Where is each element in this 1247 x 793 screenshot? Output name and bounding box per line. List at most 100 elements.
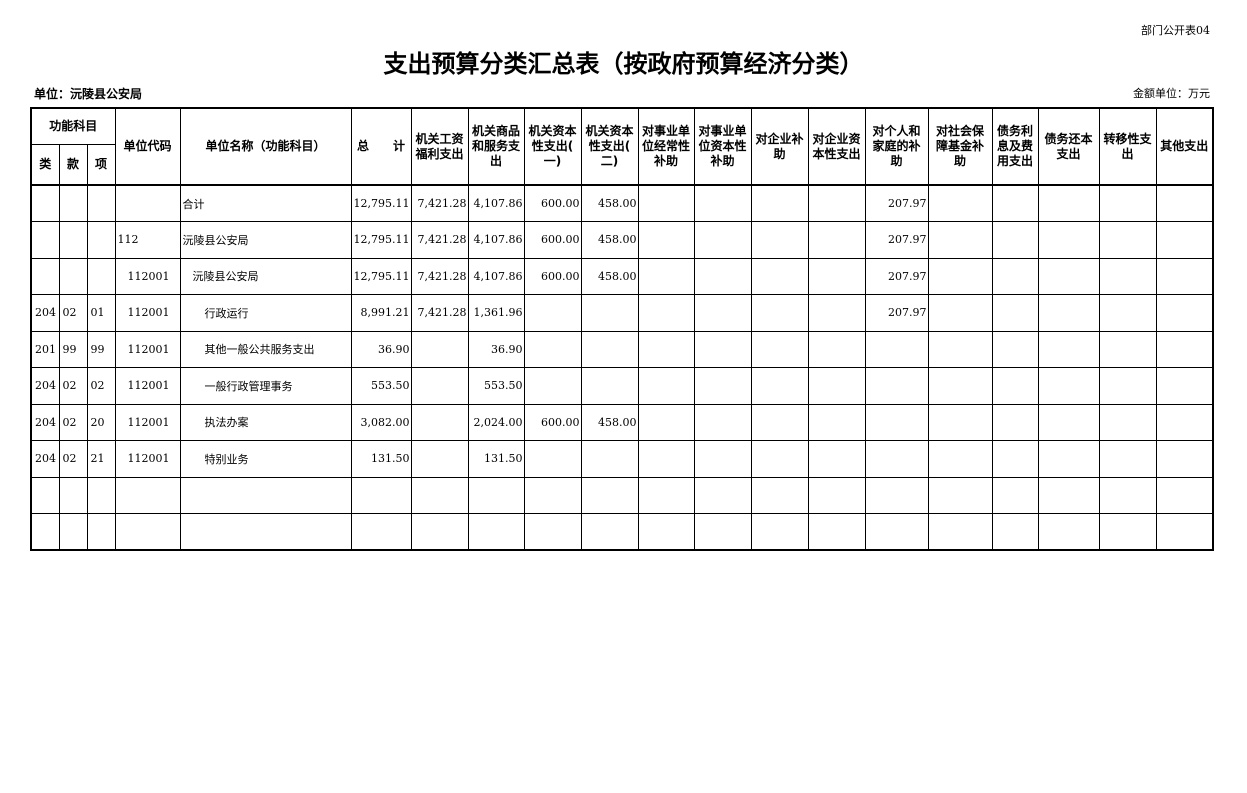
table-cell: 112001 — [114, 330, 181, 368]
table-cell — [86, 184, 116, 222]
table-cell — [1098, 221, 1157, 259]
table-row: 204 02 02 112001 一般行政管理事务 553.50 553.50 — [30, 367, 1214, 405]
table-cell — [114, 476, 181, 514]
table-cell: 20 — [86, 403, 116, 441]
table-cell — [1037, 294, 1100, 332]
page-title: 支出预算分类汇总表（按政府预算经济分类） — [383, 50, 864, 78]
table-cell: 02 — [58, 440, 88, 478]
table-cell — [1037, 257, 1100, 295]
money-unit-label: 金额单位：万元 — [1133, 87, 1210, 100]
table-cell: 458.00 — [580, 257, 639, 295]
table-cell — [179, 476, 352, 514]
column-header: 单位代码 — [114, 107, 181, 186]
table-cell — [991, 257, 1039, 295]
table-cell: 112 — [114, 221, 181, 259]
table-row: 204 02 21 112001 特别业务 131.50 131.50 — [30, 440, 1214, 478]
table-row: 204 02 01 112001 行政运行 8,991.21 7,421.28 1,361.9… — [30, 294, 1214, 332]
table-cell — [991, 476, 1039, 514]
table-cell — [864, 476, 929, 514]
table-row: 合计 12,795.11 7,421.28 4,107.86 600.00 458.00 2… — [30, 184, 1214, 222]
table-cell: 执法办案 — [179, 403, 352, 441]
table-row — [30, 476, 1214, 514]
table-cell: 2,024.00 — [467, 403, 525, 441]
table-cell: 特别业务 — [179, 440, 352, 478]
table-cell — [864, 367, 929, 405]
table-cell — [750, 257, 809, 295]
column-header: 机关资本 性支出( 二) — [580, 107, 639, 186]
table-cell — [991, 294, 1039, 332]
table-cell — [750, 403, 809, 441]
column-header: 对社会保 障基金补 助 — [927, 107, 993, 186]
table-cell — [693, 440, 752, 478]
table-cell — [1037, 403, 1100, 441]
table-cell — [693, 330, 752, 368]
table-cell: 01 — [86, 294, 116, 332]
column-header: 对个人和 家庭的补 助 — [864, 107, 929, 186]
header-function-subject: 功能科目 — [30, 107, 116, 145]
table-cell: 112001 — [114, 257, 181, 295]
table-cell — [927, 440, 993, 478]
table-cell: 02 — [58, 403, 88, 441]
table-cell — [637, 403, 695, 441]
table-cell — [807, 257, 866, 295]
table-cell — [58, 257, 88, 295]
table-cell — [410, 367, 469, 405]
budget-table: 功能科目 单位代码 单位名称（功能科目）总 计机关工资 福利支出 机关商品 和服务支… — [30, 107, 1214, 551]
table-cell — [750, 476, 809, 514]
table-cell — [1037, 367, 1100, 405]
table-cell: 112001 — [114, 294, 181, 332]
table-cell — [637, 440, 695, 478]
table-cell — [807, 440, 866, 478]
table-cell — [991, 403, 1039, 441]
table-cell — [86, 221, 116, 259]
table-cell: 131.50 — [467, 440, 525, 478]
table-cell — [1098, 476, 1157, 514]
table-cell — [927, 330, 993, 368]
unit-label: 单位：沅陵县公安局 — [34, 87, 143, 101]
table-cell — [1155, 294, 1214, 332]
table-cell — [637, 294, 695, 332]
table-cell — [927, 221, 993, 259]
table-cell: 36.90 — [350, 330, 412, 368]
table-cell: 458.00 — [580, 403, 639, 441]
table-cell — [114, 184, 181, 222]
table-cell: 112001 — [114, 367, 181, 405]
table-cell — [1155, 440, 1214, 478]
table-cell — [580, 440, 639, 478]
table-cell — [927, 184, 993, 222]
table-cell — [991, 367, 1039, 405]
table-cell — [864, 403, 929, 441]
table-cell: 4,107.86 — [467, 184, 525, 222]
table-cell — [750, 294, 809, 332]
table-cell — [1037, 440, 1100, 478]
table-cell — [1155, 257, 1214, 295]
table-cell: 458.00 — [580, 221, 639, 259]
table-cell — [86, 476, 116, 514]
table-cell — [580, 476, 639, 514]
table-cell — [350, 513, 412, 551]
table-cell — [807, 184, 866, 222]
table-cell — [1155, 330, 1214, 368]
column-header: 其他支出 — [1155, 107, 1214, 186]
table-cell: 112001 — [114, 440, 181, 478]
table-cell: 12,795.11 — [350, 257, 412, 295]
table-cell — [693, 294, 752, 332]
column-header: 机关资本 性支出( 一) — [523, 107, 582, 186]
column-header: 对事业单 位资本性 补助 — [693, 107, 752, 186]
table-cell — [30, 184, 60, 222]
table-cell: 458.00 — [580, 184, 639, 222]
table-cell: 02 — [86, 367, 116, 405]
table-cell — [927, 403, 993, 441]
form-number: 部门公开表04 — [1141, 24, 1210, 37]
table-cell — [410, 476, 469, 514]
table-cell: 99 — [58, 330, 88, 368]
table-cell: 4,107.86 — [467, 221, 525, 259]
table-cell: 7,421.28 — [410, 294, 469, 332]
column-header: 对企业资 本性支出 — [807, 107, 866, 186]
table-cell: 600.00 — [523, 221, 582, 259]
table-cell — [807, 330, 866, 368]
table-cell — [927, 294, 993, 332]
table-cell: 207.97 — [864, 294, 929, 332]
table-cell: 36.90 — [467, 330, 525, 368]
table-cell: 207.97 — [864, 221, 929, 259]
